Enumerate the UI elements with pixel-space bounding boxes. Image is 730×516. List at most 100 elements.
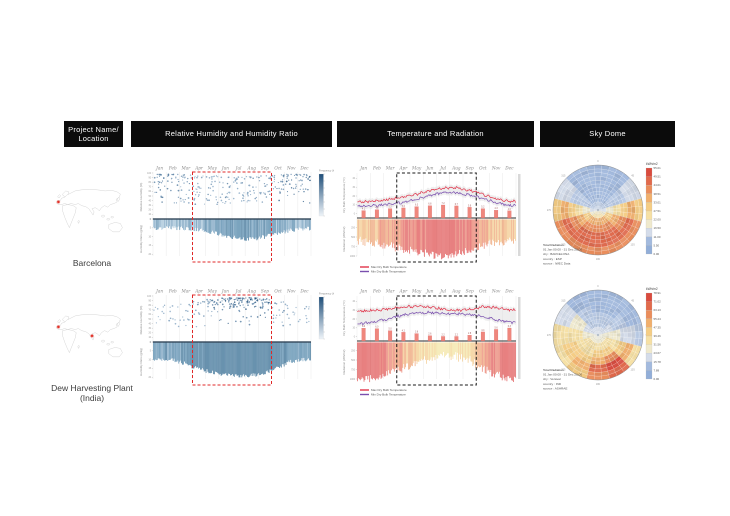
svg-text:Jan: Jan — [359, 289, 367, 294]
svg-text:Nov: Nov — [286, 166, 296, 171]
svg-text:5.0: 5.0 — [389, 329, 393, 331]
svg-text:15: 15 — [148, 368, 151, 370]
svg-text:country : IND: country : IND — [543, 382, 562, 386]
humidity-chart-barcelona: Jan Feb Mar Apr May Jun Jul Aug Sep Oct Nov Dec 0 10 2… — [138, 163, 337, 280]
svg-text:0: 0 — [150, 219, 152, 221]
svg-text:source : ASHRAE: source : ASHRAE — [543, 386, 567, 390]
svg-text:Nov: Nov — [491, 166, 501, 171]
svg-text:Dec: Dec — [504, 289, 514, 294]
world-map — [56, 189, 123, 232]
svg-text:60: 60 — [148, 314, 151, 316]
svg-text:23.67: 23.67 — [654, 351, 662, 355]
svg-text:May: May — [411, 166, 422, 171]
svg-text:Dry Bulb Temperature (°C): Dry Bulb Temperature (°C) — [342, 300, 346, 335]
svg-text:4.1: 4.1 — [362, 209, 366, 211]
svg-text:500: 500 — [351, 360, 356, 362]
svg-text:Aug: Aug — [451, 289, 461, 294]
svg-text:Frequency (hrs): Frequency (hrs) — [319, 169, 334, 173]
svg-text:500: 500 — [351, 237, 356, 239]
svg-text:0.00: 0.00 — [654, 377, 660, 381]
svg-text:180: 180 — [596, 258, 601, 261]
humidity-chart: Jan Feb Mar Apr May Jun Jul Aug Sep Oct Nov Dec 0 10 2… — [139, 166, 337, 263]
svg-text:kWh/m2: kWh/m2 — [646, 162, 658, 166]
svg-text:Radiation (Wh/m2): Radiation (Wh/m2) — [342, 349, 346, 374]
svg-text:0.00: 0.00 — [654, 252, 660, 256]
svg-text:Dec: Dec — [299, 166, 309, 171]
svg-text:50: 50 — [148, 196, 151, 198]
svg-text:20: 20 — [148, 333, 151, 335]
svg-text:4.6: 4.6 — [375, 208, 379, 210]
svg-text:44.01: 44.01 — [654, 183, 662, 187]
svg-text:Feb: Feb — [372, 289, 381, 294]
svg-text:55.24: 55.24 — [654, 317, 662, 321]
svg-text:80: 80 — [148, 182, 151, 184]
svg-text:country : ESP: country : ESP — [543, 257, 562, 261]
svg-text:55.01: 55.01 — [654, 166, 662, 170]
svg-text:31.56: 31.56 — [654, 343, 662, 347]
svg-text:Mar: Mar — [181, 289, 192, 294]
svg-text:Nov: Nov — [491, 289, 501, 294]
svg-text:0: 0 — [597, 160, 599, 163]
location-marker — [56, 325, 61, 329]
svg-text:Aug: Aug — [451, 166, 461, 171]
svg-text:Jul: Jul — [439, 166, 446, 171]
svg-text:5: 5 — [150, 351, 152, 353]
svg-text:Nov: Nov — [286, 289, 296, 294]
svg-text:2.8: 2.8 — [468, 333, 472, 335]
header-relative-humidity: Relative Humidity and Humidity Ratio — [131, 121, 332, 147]
svg-text:May: May — [207, 166, 218, 171]
svg-text:Oct: Oct — [479, 166, 487, 171]
svg-text:10: 10 — [148, 359, 151, 361]
svg-text:Mar: Mar — [385, 166, 396, 171]
header-sky-dome: Sky Dome — [540, 121, 675, 147]
location-marker — [90, 334, 94, 338]
svg-text:750: 750 — [351, 369, 356, 371]
svg-text:5.2: 5.2 — [389, 207, 393, 209]
svg-text:source : IWEC Data: source : IWEC Data — [543, 261, 571, 265]
svg-text:01 Jan 00:00 - 31 Dec 23:00: 01 Jan 00:00 - 31 Dec 23:00 — [543, 373, 582, 377]
svg-text:100: 100 — [147, 173, 152, 175]
svg-text:city : BARCELONA: city : BARCELONA — [543, 252, 570, 256]
svg-text:0: 0 — [354, 213, 356, 215]
svg-text:15: 15 — [148, 245, 151, 247]
svg-text:Aug: Aug — [247, 166, 257, 171]
svg-text:kWh/m2: kWh/m2 — [646, 287, 658, 291]
temperature-chart-india: Jan Feb Mar Apr May Jun Jul Aug Sep Oct Nov Dec 0 10 2… — [340, 286, 538, 403]
temperature-chart: Jan Feb Mar Apr May Jun Jul Aug Sep Oct Nov Dec 0 10 2… — [342, 289, 521, 397]
svg-text:Total Radiation: Total Radiation — [543, 368, 564, 372]
svg-text:30: 30 — [148, 205, 151, 207]
svg-text:Dry Bulb Temperature (°C): Dry Bulb Temperature (°C) — [342, 177, 346, 212]
svg-text:Total Radiation: Total Radiation — [543, 243, 564, 247]
humidity-chart-india: Jan Feb Mar Apr May Jun Jul Aug Sep Oct Nov Dec 0 10 2… — [138, 286, 337, 403]
svg-text:5.6: 5.6 — [495, 327, 499, 329]
svg-text:2.2: 2.2 — [442, 334, 446, 336]
svg-text:250: 250 — [351, 227, 356, 229]
world-map-india — [50, 299, 134, 379]
svg-text:May: May — [207, 289, 218, 294]
svg-text:city : Veraval: city : Veraval — [543, 377, 561, 381]
svg-text:135: 135 — [631, 369, 636, 372]
svg-text:6.8: 6.8 — [428, 204, 432, 206]
svg-text:Sep: Sep — [261, 289, 269, 294]
svg-text:Apr: Apr — [194, 166, 204, 171]
svg-text:40: 40 — [148, 323, 151, 325]
svg-text:15.78: 15.78 — [654, 360, 662, 364]
svg-text:Jan: Jan — [155, 289, 163, 294]
svg-text:Jun: Jun — [425, 289, 433, 294]
humidity-chart: Jan Feb Mar Apr May Jun Jul Aug Sep Oct Nov Dec 0 10 2… — [139, 289, 337, 386]
svg-text:90: 90 — [148, 300, 151, 302]
svg-text:20: 20 — [148, 210, 151, 212]
svg-text:70: 70 — [148, 310, 151, 312]
sky-dome-chart: 04590135180225270315kWh/m255.0149.5144.0… — [543, 160, 662, 265]
svg-text:3.6: 3.6 — [415, 332, 419, 334]
svg-text:Humidity Ratio (g/kg): Humidity Ratio (g/kg) — [139, 225, 143, 253]
svg-text:45: 45 — [631, 299, 634, 302]
svg-text:2.6: 2.6 — [428, 334, 432, 336]
svg-text:Frequency (hrs): Frequency (hrs) — [319, 292, 334, 296]
svg-text:1000: 1000 — [350, 379, 356, 381]
svg-text:Relative Humidity (%): Relative Humidity (%) — [139, 183, 143, 212]
svg-text:6.3: 6.3 — [415, 205, 419, 207]
svg-text:6.0: 6.0 — [375, 327, 379, 329]
svg-text:Feb: Feb — [168, 289, 177, 294]
svg-text:0: 0 — [150, 219, 152, 221]
